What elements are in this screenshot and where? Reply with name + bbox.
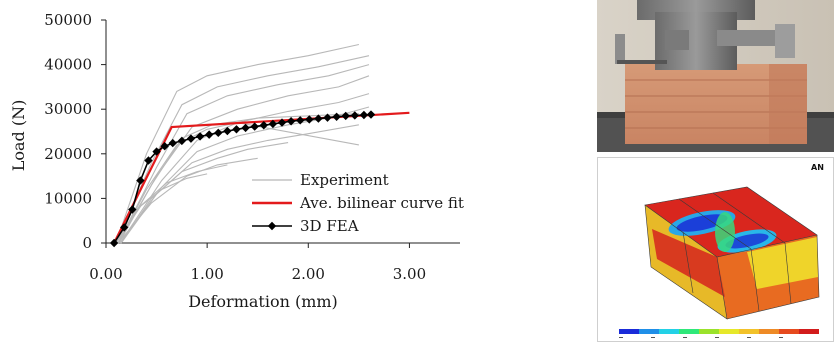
fea-point xyxy=(286,117,296,126)
fea-point xyxy=(152,147,161,156)
legend-label: Experiment xyxy=(300,171,389,189)
y-tick-label: 10000 xyxy=(44,189,92,207)
fea-point xyxy=(314,114,323,123)
fea-point xyxy=(250,122,259,131)
y-tick-label: 40000 xyxy=(44,56,92,74)
fea-point xyxy=(223,126,232,136)
experiment-curve xyxy=(117,157,258,244)
load-deformation-chart: 0 10000 20000 30000 40000 50000 0.00 1.00 2.00 3.… xyxy=(9,11,464,311)
fea-point xyxy=(350,111,360,120)
x-tick-label: 3.00 xyxy=(393,265,426,283)
colorbar-segment xyxy=(799,329,819,334)
x-tick-label: 0.00 xyxy=(89,265,122,283)
fea-point xyxy=(128,205,137,214)
experiment-curve xyxy=(115,43,360,244)
fea-point xyxy=(136,176,145,185)
fea-point xyxy=(214,128,223,138)
experiment-curve xyxy=(117,75,370,244)
x-axis-title: Deformation (mm) xyxy=(188,292,338,311)
ansys-logo: AN xyxy=(811,163,824,172)
experiment-curve xyxy=(120,142,289,244)
fea-point xyxy=(232,125,241,134)
test-setup-photo xyxy=(597,0,834,152)
fea-point xyxy=(366,110,376,119)
colorbar-segment xyxy=(699,329,719,334)
legend-marker xyxy=(267,221,277,231)
y-tick-label: 20000 xyxy=(44,145,92,163)
colorbar-segment xyxy=(719,329,739,334)
fea-point xyxy=(359,110,369,120)
fea-point xyxy=(341,111,350,121)
fea-point xyxy=(120,223,129,232)
fea-point xyxy=(277,118,287,127)
fea-point xyxy=(305,115,314,124)
fea-point xyxy=(186,134,196,143)
fea-point xyxy=(332,112,341,121)
fea-point xyxy=(204,130,214,139)
fea-point xyxy=(168,138,177,148)
colorbar-segment xyxy=(779,329,799,334)
y-axis-title: Load (N) xyxy=(9,100,28,172)
experiment-curve xyxy=(117,64,370,244)
fea-point xyxy=(241,123,250,133)
experiment-curve xyxy=(115,55,370,244)
fea-point xyxy=(109,238,119,248)
colorbar-segment xyxy=(659,329,679,334)
y-tick-label: 0 xyxy=(82,234,92,252)
legend-label: 3D FEA xyxy=(300,217,359,235)
x-tick-label: 2.00 xyxy=(292,265,325,283)
fea-point xyxy=(323,113,332,122)
y-tick-label: 30000 xyxy=(44,100,92,118)
colorbar-segment xyxy=(739,329,759,334)
fea-point xyxy=(195,132,205,141)
colorbar-segment xyxy=(759,329,779,334)
fea-colorbar xyxy=(619,329,819,334)
fea-point xyxy=(268,119,278,129)
colorbar-segment xyxy=(639,329,659,334)
experiment-curve xyxy=(118,113,359,244)
fea-point xyxy=(295,116,305,125)
fea-point xyxy=(259,121,268,130)
fea-point xyxy=(144,156,153,165)
fea-point xyxy=(160,142,169,151)
x-tick-label: 1.00 xyxy=(190,265,223,283)
y-tick-label: 50000 xyxy=(44,11,92,29)
fea-contour-plot: AN xyxy=(597,157,834,342)
legend-label: Ave. bilinear curve fit xyxy=(299,194,464,212)
colorbar-segment xyxy=(679,329,699,334)
colorbar-segment xyxy=(619,329,639,334)
fea-point xyxy=(177,136,187,146)
